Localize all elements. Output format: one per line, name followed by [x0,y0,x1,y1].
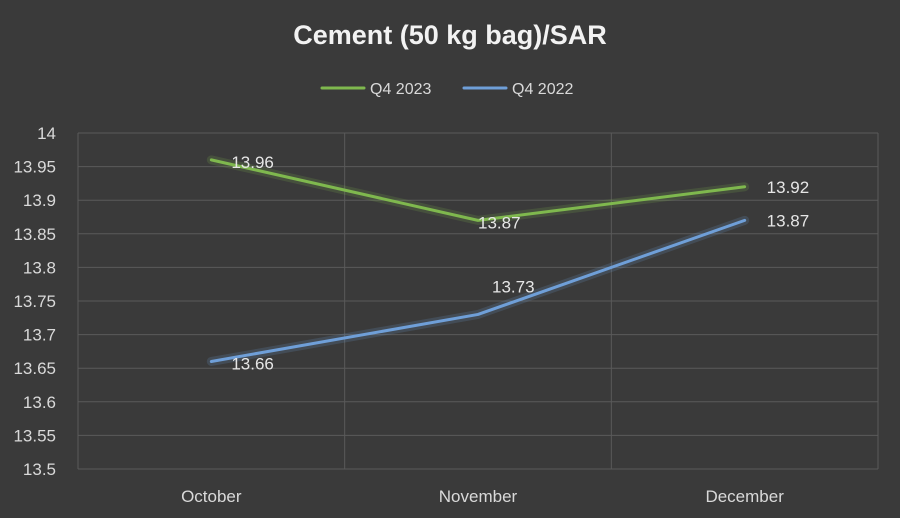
series-line-2 [209,218,747,363]
series-group [206,155,750,366]
series-line-1 [209,158,747,222]
y-tick-label: 13.7 [23,326,56,345]
series-glow [206,215,750,366]
x-axis: October November December [181,487,784,506]
y-tick-label: 13.85 [13,225,56,244]
data-label: 13.96 [231,153,274,172]
y-tick-label: 13.9 [23,191,56,210]
chart-title: Cement (50 kg bag)/SAR [293,20,607,50]
x-tick-label: October [181,487,242,506]
x-tick-label: November [439,487,518,506]
y-axis: 13.5 13.55 13.6 13.65 13.7 13.75 13.8 13.85 13.9… [13,124,56,479]
data-label: 13.73 [492,277,535,296]
y-tick-label: 13.5 [23,460,56,479]
y-tick-label: 13.8 [23,258,56,277]
y-tick-label: 13.95 [13,158,56,177]
y-tick-label: 13.65 [13,359,56,378]
y-tick-label: 13.55 [13,426,56,445]
data-label: 13.92 [767,178,810,197]
legend-label: Q4 2022 [512,81,573,98]
y-tick-label: 13.6 [23,393,56,412]
data-labels: 13.96 13.87 13.92 13.66 13.73 13.87 [231,153,809,374]
gridlines [77,132,879,470]
series-glow [206,155,750,225]
data-label: 13.87 [767,211,810,230]
data-label: 13.87 [478,213,521,232]
legend: Q4 2023 Q4 2022 [320,81,573,98]
data-label: 13.66 [231,354,274,373]
legend-label: Q4 2023 [370,81,431,98]
y-tick-label: 14 [37,124,56,143]
x-tick-label: December [705,487,784,506]
y-tick-label: 13.75 [13,292,56,311]
